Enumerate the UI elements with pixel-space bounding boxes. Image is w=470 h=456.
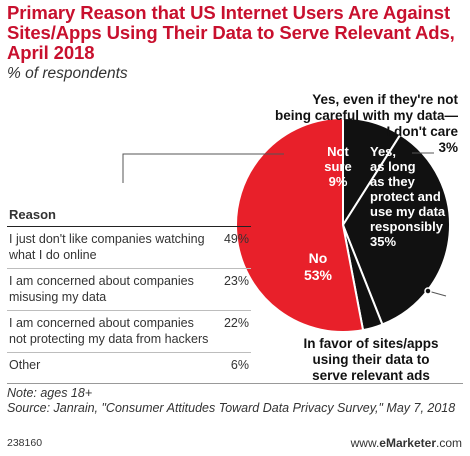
slice-no [235, 116, 365, 333]
slice-label-yes-dont-care: Yes, even if they're not being careful wi… [275, 92, 459, 155]
row-value: 6% [230, 358, 249, 372]
slice-label-not-sure: Not sure 9% [324, 144, 351, 189]
slice-label-no: No 53% [304, 250, 333, 283]
breakdown-table: Reason I just don't like companies watch… [7, 207, 251, 379]
footer-divider [7, 383, 463, 384]
table-row: I am concerned about companies not prote… [7, 311, 251, 353]
table-header: Reason [7, 207, 251, 227]
brand-suffix: .com [435, 436, 462, 450]
table-row: I just don't like companies watching wha… [7, 227, 251, 269]
note-text: Note: ages 18+ [7, 386, 93, 400]
in-favor-label: In favor of sites/apps using their data t… [303, 336, 438, 383]
table-row: I am concerned about companies misusing … [7, 269, 251, 311]
brand-logo: www.eMarketer.com [351, 436, 462, 450]
chart-code: 238160 [7, 437, 43, 449]
brand-prefix: www. [350, 436, 380, 450]
row-label: I just don't like companies watching wha… [9, 232, 205, 262]
table-row: Other 6% [7, 353, 251, 379]
row-label: I am concerned about companies misusing … [9, 274, 194, 304]
row-label: I am concerned about companies not prote… [9, 316, 209, 346]
chart-title: Primary Reason that US Internet Users Ar… [7, 2, 455, 63]
row-value: 49% [223, 232, 249, 246]
dont-care-marker [424, 287, 432, 295]
connector-line-no [122, 153, 284, 183]
brand-name: eMarketer [379, 436, 436, 450]
footnote: Note: ages 18+ Source: Janrain, "Consume… [7, 386, 463, 416]
chart-subtitle: % of respondents [7, 65, 128, 82]
slice-label-yes-responsibly: Yes, as long as they protect and use my data… [370, 144, 446, 249]
source-text: Source: Janrain, "Consumer Attitudes Tow… [7, 401, 456, 415]
row-value: 23% [223, 274, 249, 288]
row-value: 22% [223, 316, 249, 330]
row-label: Other [9, 358, 41, 372]
